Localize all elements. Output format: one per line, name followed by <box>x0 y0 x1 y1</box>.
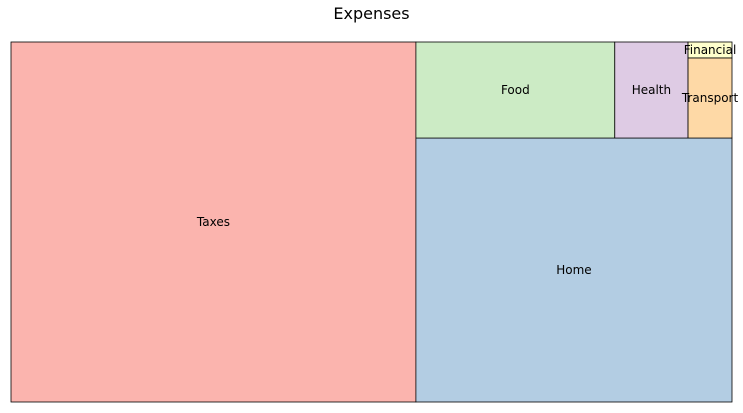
tile-health <box>614 41 689 139</box>
tile-home <box>415 137 733 403</box>
chart-title: Expenses <box>333 4 410 23</box>
tile-label-health: Health <box>632 83 671 97</box>
tile-label-transport: Transport <box>681 91 739 105</box>
tile-label-taxes: Taxes <box>196 215 230 229</box>
tile-label-home: Home <box>556 263 591 277</box>
tile-label-food: Food <box>501 83 530 97</box>
tile-transport <box>687 57 733 139</box>
tile-label-financial: Financial <box>684 43 737 57</box>
